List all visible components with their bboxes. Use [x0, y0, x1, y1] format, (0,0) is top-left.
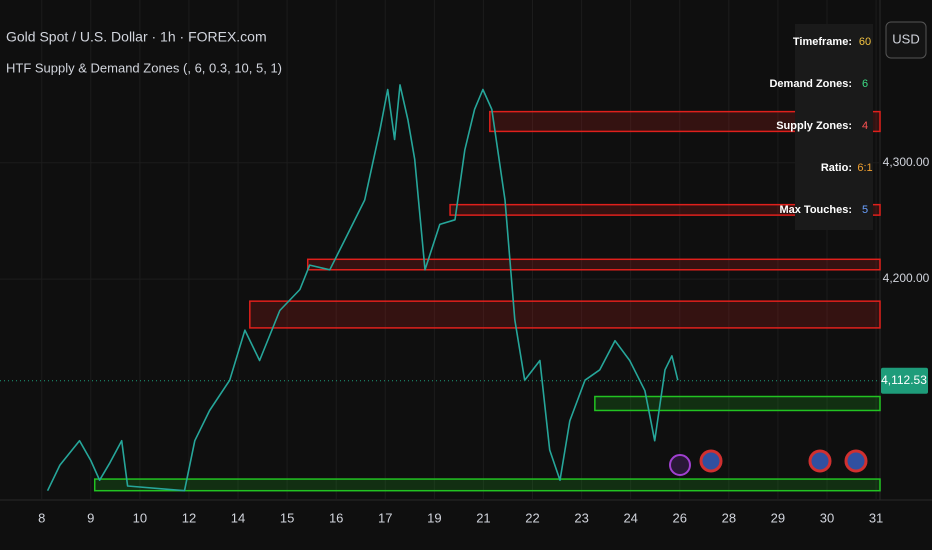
currency-label[interactable]: USD — [892, 31, 919, 46]
zone — [449, 203, 881, 216]
x-tick-label: 12 — [182, 510, 196, 525]
price-line — [46, 84, 679, 492]
y-tick-label: 4,200.00 — [883, 271, 930, 285]
x-tick-label: 17 — [378, 510, 392, 525]
x-tick-label: 14 — [231, 510, 245, 525]
chart-title: Gold Spot / U.S. Dollar · 1h · FOREX.com — [6, 29, 267, 45]
table-label: Supply Zones: — [776, 120, 852, 132]
last-price-label: 4,112.53 — [881, 373, 927, 387]
table-label: Max Touches: — [779, 204, 852, 216]
table-label: Timeframe: — [793, 36, 852, 48]
zone — [594, 395, 881, 412]
x-tick-label: 8 — [38, 510, 45, 525]
table-value: 4 — [862, 120, 868, 132]
event-icon[interactable] — [699, 449, 723, 473]
x-tick-label: 10 — [133, 510, 147, 525]
stats-table: Timeframe: 60 Demand Zones: 6 Supply Zones: 4… — [769, 36, 872, 216]
x-tick-label: 15 — [280, 510, 294, 525]
y-tick-label: 4,300.00 — [883, 155, 930, 169]
x-tick-label: 24 — [623, 510, 637, 525]
x-tick-label: 30 — [820, 510, 834, 525]
event-icons — [669, 449, 868, 476]
x-tick-label: 31 — [869, 510, 883, 525]
grid — [0, 0, 880, 500]
x-tick-label: 21 — [476, 510, 490, 525]
table-value: 6:1 — [857, 162, 872, 174]
x-tick-label: 28 — [722, 510, 736, 525]
indicator-label: HTF Supply & Demand Zones (, 6, 0.3, 10,… — [6, 60, 282, 75]
currency-button[interactable] — [885, 21, 927, 59]
zone — [93, 478, 881, 492]
stats-panel — [795, 24, 873, 230]
x-tick-label: 29 — [771, 510, 785, 525]
x-tick-label: 23 — [574, 510, 588, 525]
plot — [0, 84, 880, 492]
x-tick-label: 26 — [673, 510, 687, 525]
table-value: 60 — [859, 36, 871, 48]
zone — [489, 110, 881, 133]
table-label: Ratio: — [821, 162, 852, 174]
event-icon[interactable] — [844, 449, 868, 473]
x-tick-label: 16 — [329, 510, 343, 525]
table-label: Demand Zones: — [769, 78, 852, 90]
zone — [249, 300, 881, 329]
zone — [306, 258, 881, 271]
zones — [93, 110, 881, 492]
x-tick-label: 9 — [87, 510, 94, 525]
table-value: 6 — [862, 78, 868, 90]
x-tick-label: 22 — [525, 510, 539, 525]
event-icon[interactable] — [669, 454, 691, 476]
x-tick-label: 19 — [427, 510, 441, 525]
table-value: 5 — [862, 204, 868, 216]
last-price-tag — [881, 367, 928, 394]
event-icon[interactable] — [808, 449, 832, 473]
